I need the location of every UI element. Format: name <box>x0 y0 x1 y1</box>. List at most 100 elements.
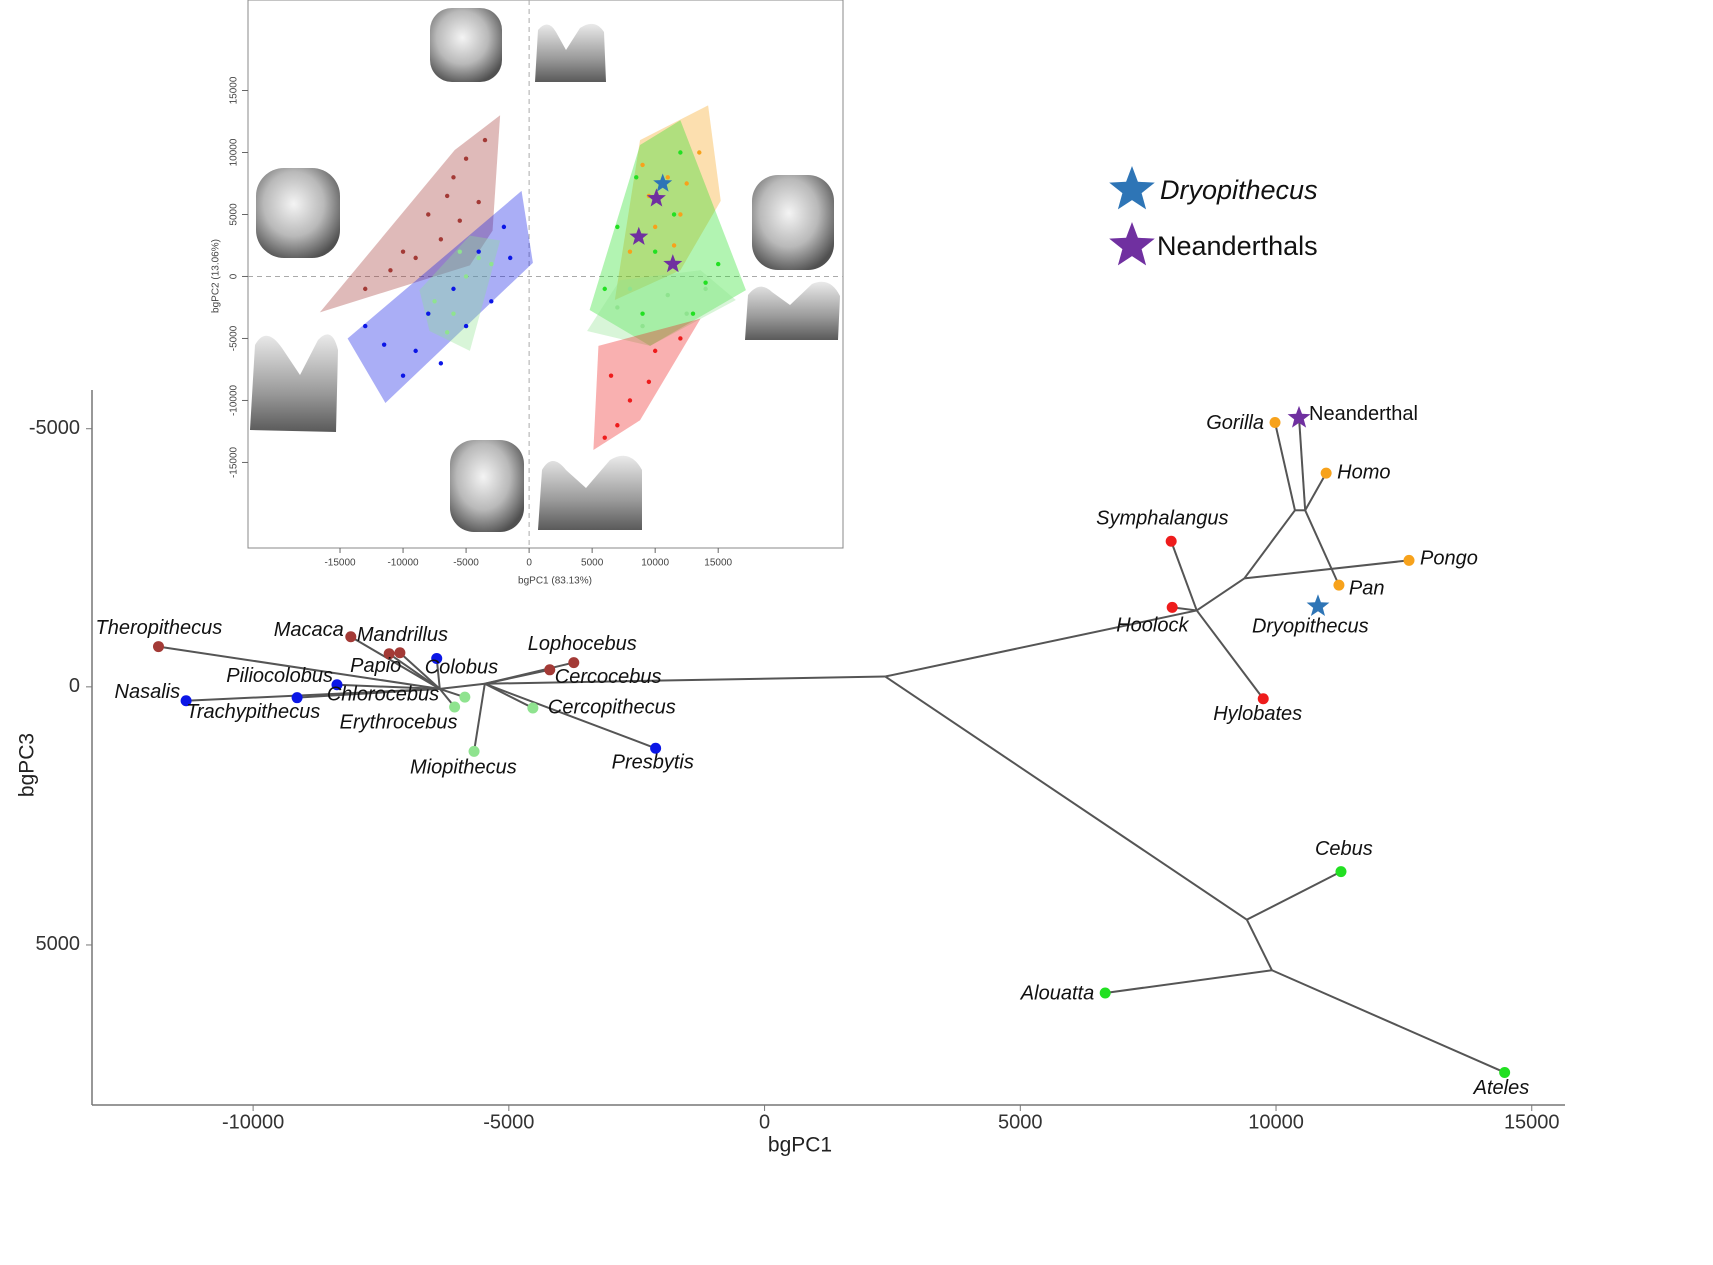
taxon-label: Gorilla <box>1206 412 1264 434</box>
specimen-point <box>388 268 393 273</box>
taxon-point <box>345 631 357 643</box>
specimen-point <box>451 175 456 180</box>
taxon-point <box>1099 987 1111 999</box>
main-plot: bgPC1 bgPC3 -10000 -5000 0 5000 10000 15000 -5… <box>16 166 1565 1157</box>
y-tick-label: -5000 <box>29 417 80 439</box>
specimen-point <box>400 249 406 254</box>
legend-star <box>1109 222 1155 266</box>
taxon-point <box>431 652 443 664</box>
branch <box>484 668 550 685</box>
tooth-image <box>430 8 502 82</box>
specimen-point <box>640 162 645 168</box>
specimen-point <box>665 292 670 298</box>
specimen-point <box>678 212 683 217</box>
tooth-image <box>538 455 642 530</box>
specimen-point <box>444 193 450 199</box>
taxon-star <box>1306 594 1330 616</box>
y-tick-label: 15000 <box>229 76 240 104</box>
y-tick-label: -5000 <box>229 325 240 351</box>
taxon-label: Papio <box>350 655 401 677</box>
y-tick-label: -10000 <box>229 384 240 416</box>
specimen-point <box>615 305 620 310</box>
branch <box>1246 870 1342 921</box>
taxon-label: Colobus <box>425 657 498 679</box>
specimen-point <box>602 286 607 292</box>
x-tick-label: 15000 <box>704 558 732 569</box>
taxon-label: Cercopithecus <box>548 696 676 718</box>
taxon-label: Hoolock <box>1116 615 1189 637</box>
branch <box>884 675 1248 921</box>
taxon-point <box>383 648 395 660</box>
specimen-point <box>363 323 368 329</box>
specimen-point <box>703 280 708 285</box>
x-tick-label: 10000 <box>1248 1111 1304 1133</box>
specimen-point <box>463 156 469 161</box>
tooth-image <box>752 175 834 270</box>
taxon-point <box>449 701 461 713</box>
legend-label: Neanderthals <box>1157 231 1318 261</box>
specimen-point <box>501 224 507 230</box>
taxon-label: Nasalis <box>115 681 181 703</box>
specimen-point <box>640 323 645 329</box>
taxon-label: Trachypithecus <box>186 701 320 723</box>
x-axis-title: bgPC1 (83.13%) <box>518 576 592 587</box>
specimen-point <box>671 243 677 248</box>
taxon-point <box>152 641 164 653</box>
branch <box>1245 919 1273 971</box>
taxon-point <box>527 702 539 714</box>
branch <box>158 645 440 690</box>
x-axis-title: bgPC1 <box>768 1134 832 1157</box>
specimen-point <box>451 311 456 316</box>
tooth-image <box>535 23 606 82</box>
branch <box>1304 509 1340 586</box>
taxon-label: Ateles <box>1473 1077 1530 1099</box>
specimen-point <box>476 249 481 254</box>
specimen-point <box>678 150 683 155</box>
taxon-label: Hylobates <box>1213 703 1302 725</box>
branch <box>1304 472 1328 511</box>
specimen-point <box>451 286 456 292</box>
branch <box>484 682 534 709</box>
specimen-point <box>646 379 652 385</box>
specimen-point <box>652 224 658 230</box>
taxon-star <box>1287 405 1311 428</box>
taxon-label: Symphalangus <box>1096 508 1228 530</box>
branch <box>885 609 1197 678</box>
specimen-point <box>476 199 481 205</box>
tooth-renders <box>250 8 840 532</box>
taxon-label: Pan <box>1349 577 1385 599</box>
hull <box>593 318 701 451</box>
y-tick-label: 10000 <box>229 138 240 166</box>
taxon-label: Cebus <box>1315 838 1373 860</box>
specimen-point <box>413 255 418 261</box>
tooth-image <box>745 281 840 340</box>
x-tick-label: 0 <box>526 558 532 569</box>
specimen-point <box>413 348 418 354</box>
taxon-point <box>1499 1066 1511 1078</box>
y-tick-label: 0 <box>229 273 240 279</box>
specimen-point <box>690 311 696 316</box>
taxon-point <box>291 692 303 704</box>
specimen-point <box>697 150 702 155</box>
branch <box>1244 559 1410 580</box>
hull <box>319 115 501 313</box>
hull <box>587 270 736 346</box>
specimen-point <box>602 435 607 440</box>
x-tick-label: 15000 <box>1504 1111 1560 1133</box>
branch <box>388 652 441 690</box>
taxon-point <box>1166 601 1178 613</box>
specimen-point <box>438 237 444 242</box>
specimen-point <box>627 398 633 403</box>
y-axis-title: bgPC2 (13.06%) <box>211 239 222 313</box>
x-tick-label: 0 <box>759 1111 770 1133</box>
taxon-point <box>180 695 192 707</box>
specimen-point <box>508 255 513 261</box>
taxon-point <box>1320 467 1332 479</box>
x-tick-label: -10000 <box>222 1111 284 1133</box>
specimen-point <box>684 311 689 316</box>
y-tick-label: -15000 <box>229 446 240 478</box>
specimen-point <box>652 249 658 254</box>
x-tick-label: 5000 <box>581 558 604 569</box>
branch <box>297 687 440 699</box>
branch <box>1298 417 1307 511</box>
